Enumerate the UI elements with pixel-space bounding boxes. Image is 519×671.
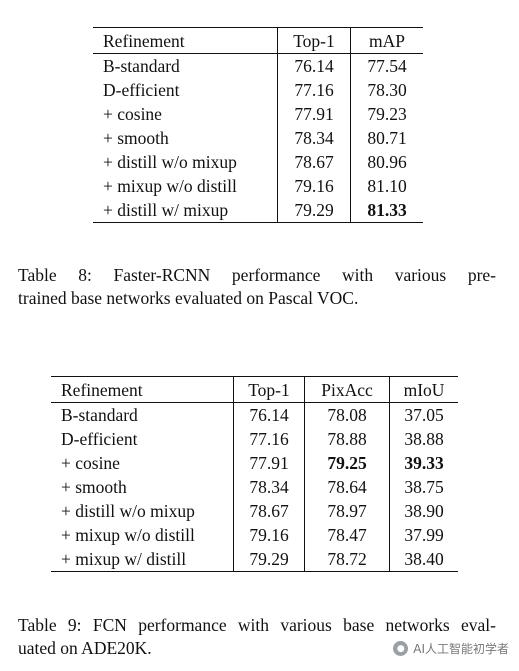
table-row: + mixup w/o distill 79.16 81.10 — [93, 174, 423, 198]
cell-top1: 76.14 — [233, 402, 305, 427]
table-row: + mixup w/ distill 79.29 78.72 38.40 — [51, 547, 458, 572]
watermark: ● AI人工智能初学者 — [393, 640, 509, 657]
caption-line: trained base networks evaluated on Pasca… — [18, 288, 359, 308]
cell-top1: 77.16 — [277, 78, 351, 102]
cell-pixacc-best: 79.25 — [304, 451, 390, 475]
cell-refinement: + mixup w/o distill — [51, 523, 234, 547]
table-row: D-efficient 77.16 78.88 38.88 — [51, 427, 458, 451]
header-miou: mIoU — [389, 376, 458, 403]
cell-miou-best: 39.33 — [404, 453, 444, 473]
cell-refinement: + mixup w/ distill — [51, 547, 234, 572]
table-row: + smooth 78.34 80.71 — [93, 126, 423, 150]
cell-map-best: 81.33 — [350, 198, 423, 223]
table-8: Refinement Top-1 mAP B-standard 76.14 77… — [93, 27, 423, 223]
cell-refinement: + cosine — [51, 451, 234, 475]
cell-miou: 38.90 — [404, 501, 444, 521]
cell-miou: 38.40 — [389, 547, 458, 572]
table-row: + cosine 77.91 79.23 — [93, 102, 423, 126]
cell-refinement: + cosine — [93, 102, 278, 126]
header-top1: Top-1 — [277, 27, 351, 54]
cell-top1: 79.16 — [233, 523, 305, 547]
cell-refinement: B-standard — [93, 53, 278, 78]
cell-map: 81.10 — [367, 176, 407, 196]
table-9: Refinement Top-1 PixAcc mIoU B-standard … — [51, 376, 458, 572]
table-8-caption: Table 8: Faster-RCNN performance with va… — [18, 264, 496, 310]
cell-top1: 77.16 — [233, 427, 305, 451]
header-top1: Top-1 — [233, 376, 305, 403]
cell-map: 79.23 — [367, 104, 407, 124]
cell-top1: 78.34 — [277, 126, 351, 150]
cell-pixacc: 78.64 — [304, 475, 390, 499]
header-map: mAP — [350, 27, 423, 54]
cell-top1: 78.34 — [233, 475, 305, 499]
cell-top1: 77.91 — [233, 451, 305, 475]
cell-top1: 79.29 — [277, 198, 351, 223]
table-row: D-efficient 77.16 78.30 — [93, 78, 423, 102]
cell-pixacc: 78.47 — [304, 523, 390, 547]
cell-map: 80.71 — [367, 128, 407, 148]
cell-miou: 38.88 — [404, 429, 444, 449]
cell-pixacc: 78.88 — [304, 427, 390, 451]
cell-refinement: + distill w/o mixup — [93, 150, 278, 174]
cell-top1: 79.16 — [277, 174, 351, 198]
cell-refinement: D-efficient — [93, 78, 278, 102]
table-row: + distill w/o mixup 78.67 78.97 38.90 — [51, 499, 458, 523]
cell-map: 80.96 — [367, 152, 407, 172]
cell-refinement: B-standard — [51, 402, 234, 427]
cell-map: 77.54 — [350, 53, 423, 78]
cell-refinement: + distill w/o mixup — [51, 499, 234, 523]
table-row: + cosine 77.91 79.25 39.33 — [51, 451, 458, 475]
header-refinement: Refinement — [51, 376, 234, 403]
cell-top1: 78.67 — [233, 499, 305, 523]
header-pixacc: PixAcc — [304, 376, 390, 403]
header-refinement: Refinement — [93, 27, 278, 54]
cell-refinement: D-efficient — [51, 427, 234, 451]
table-row: + distill w/o mixup 78.67 80.96 — [93, 150, 423, 174]
cell-miou: 38.75 — [404, 477, 444, 497]
cell-pixacc: 78.08 — [304, 402, 390, 427]
cell-refinement: + mixup w/o distill — [93, 174, 278, 198]
cell-miou: 37.05 — [389, 402, 458, 427]
table-header-row: Refinement Top-1 PixAcc mIoU — [51, 376, 458, 403]
cell-pixacc: 78.72 — [304, 547, 390, 572]
table-row: B-standard 76.14 77.54 — [93, 53, 423, 78]
cell-map: 78.30 — [367, 80, 407, 100]
caption-line: Table 9: FCN performance with various ba… — [18, 615, 496, 635]
table-row: + mixup w/o distill 79.16 78.47 37.99 — [51, 523, 458, 547]
cell-top1: 78.67 — [277, 150, 351, 174]
cell-top1: 79.29 — [233, 547, 305, 572]
cell-refinement: + smooth — [93, 126, 278, 150]
wechat-icon: ● — [393, 641, 409, 656]
cell-refinement: + smooth — [51, 475, 234, 499]
table-row: + smooth 78.34 78.64 38.75 — [51, 475, 458, 499]
caption-line: Table 8: Faster-RCNN performance with va… — [18, 265, 496, 285]
cell-top1: 77.91 — [277, 102, 351, 126]
table-9-caption: Table 9: FCN performance with various ba… — [18, 614, 496, 660]
cell-refinement: + distill w/ mixup — [93, 198, 278, 223]
cell-pixacc: 78.97 — [304, 499, 390, 523]
table-row: + distill w/ mixup 79.29 81.33 — [93, 198, 423, 223]
cell-miou: 37.99 — [404, 525, 444, 545]
watermark-text: AI人工智能初学者 — [413, 642, 509, 656]
caption-line: uated on ADE20K. — [18, 638, 152, 658]
cell-top1: 76.14 — [277, 53, 351, 78]
table-header-row: Refinement Top-1 mAP — [93, 27, 423, 54]
table-row: B-standard 76.14 78.08 37.05 — [51, 402, 458, 427]
